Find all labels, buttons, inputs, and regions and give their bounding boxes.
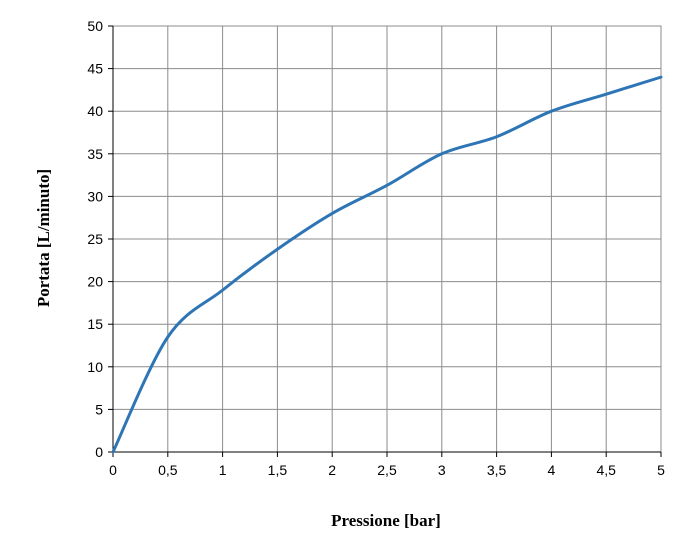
series-line bbox=[111, 75, 663, 454]
x-tick-label: 0,5 bbox=[158, 462, 178, 478]
grid bbox=[112, 25, 662, 453]
y-tick-label: 35 bbox=[87, 146, 103, 162]
x-tick-label: 2 bbox=[328, 462, 336, 478]
series-lines bbox=[111, 75, 663, 454]
y-axis-title: Portata [L/minuto] bbox=[34, 169, 53, 307]
y-tick-label: 15 bbox=[87, 316, 103, 332]
y-tick-label: 5 bbox=[95, 401, 103, 417]
y-tick-label: 25 bbox=[87, 231, 103, 247]
x-tick-label: 2,5 bbox=[377, 462, 397, 478]
x-tick-label: 0 bbox=[109, 462, 117, 478]
y-tick-label: 45 bbox=[87, 61, 103, 77]
y-tick-label: 0 bbox=[95, 444, 103, 460]
x-tick-label: 4,5 bbox=[596, 462, 616, 478]
x-tick-label: 3 bbox=[438, 462, 446, 478]
x-tick-label: 1,5 bbox=[268, 462, 288, 478]
y-tick-label: 50 bbox=[87, 18, 103, 34]
y-tick-label: 10 bbox=[87, 359, 103, 375]
x-tick-label: 1 bbox=[219, 462, 227, 478]
axes bbox=[108, 25, 662, 457]
x-tick-label: 3,5 bbox=[487, 462, 507, 478]
y-tick-label: 40 bbox=[87, 103, 103, 119]
y-tick-label: 30 bbox=[87, 188, 103, 204]
tick-labels: 0 0,5 1 1,5 2 2,5 3 3,5 4 4,5 50510152025303540455… bbox=[87, 18, 665, 478]
x-tick-label: 4 bbox=[548, 462, 556, 478]
x-tick-label: 5 bbox=[657, 462, 665, 478]
y-tick-label: 20 bbox=[87, 274, 103, 290]
x-axis-title: Pressione [bar] bbox=[331, 511, 441, 530]
